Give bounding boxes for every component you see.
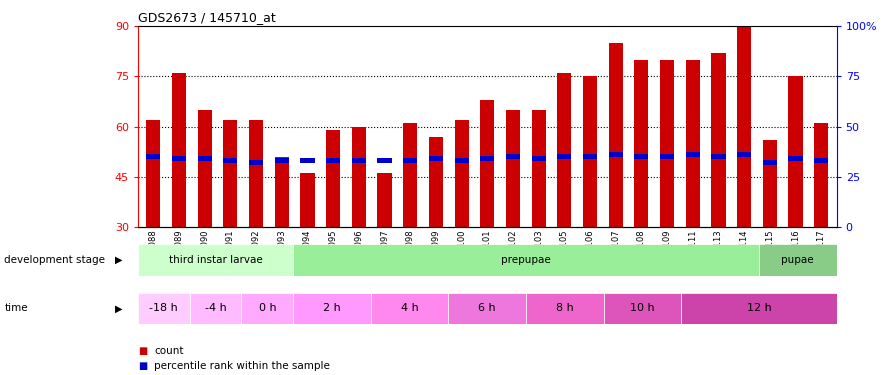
Bar: [138, 292, 190, 324]
Bar: [481, 156, 494, 161]
Bar: [635, 60, 649, 227]
Bar: [172, 73, 186, 227]
Text: GDS2673 / 145710_at: GDS2673 / 145710_at: [138, 11, 276, 24]
Bar: [352, 158, 366, 163]
Text: ■: ■: [138, 361, 147, 370]
Bar: [455, 158, 469, 163]
Bar: [763, 160, 777, 165]
Bar: [377, 158, 392, 163]
Bar: [275, 157, 289, 227]
Bar: [293, 292, 371, 324]
Bar: [609, 152, 623, 157]
Bar: [759, 244, 837, 276]
Bar: [660, 154, 674, 159]
Bar: [198, 110, 212, 227]
Text: count: count: [154, 346, 183, 355]
Bar: [377, 173, 392, 227]
Bar: [455, 120, 469, 227]
Bar: [146, 154, 160, 159]
Text: ▶: ▶: [115, 303, 122, 313]
Bar: [275, 158, 289, 163]
Text: 8 h: 8 h: [556, 303, 574, 313]
Bar: [249, 160, 263, 165]
Bar: [249, 120, 263, 227]
Bar: [138, 244, 293, 276]
Text: percentile rank within the sample: percentile rank within the sample: [154, 361, 330, 370]
Bar: [481, 100, 494, 227]
Bar: [737, 152, 751, 157]
Bar: [814, 123, 829, 227]
Bar: [685, 152, 700, 157]
Text: 0 h: 0 h: [258, 303, 276, 313]
Bar: [429, 136, 443, 227]
Bar: [789, 76, 803, 227]
Bar: [190, 292, 241, 324]
Bar: [526, 292, 603, 324]
Bar: [814, 158, 829, 163]
Bar: [301, 158, 314, 163]
Bar: [685, 60, 700, 227]
Bar: [241, 292, 293, 324]
Bar: [352, 127, 366, 227]
Bar: [737, 26, 751, 227]
Bar: [763, 140, 777, 227]
Bar: [326, 130, 340, 227]
Bar: [403, 123, 417, 227]
Bar: [583, 154, 597, 159]
Bar: [506, 110, 520, 227]
Bar: [326, 158, 340, 163]
Bar: [293, 244, 759, 276]
Text: third instar larvae: third instar larvae: [169, 255, 263, 265]
Text: time: time: [4, 303, 28, 313]
Bar: [583, 76, 597, 227]
Text: -18 h: -18 h: [150, 303, 178, 313]
Bar: [789, 156, 803, 161]
Bar: [449, 292, 526, 324]
Bar: [711, 53, 725, 227]
Bar: [146, 120, 160, 227]
Bar: [660, 60, 674, 227]
Bar: [557, 154, 571, 159]
Text: 4 h: 4 h: [400, 303, 418, 313]
Bar: [301, 173, 314, 227]
Bar: [223, 120, 238, 227]
Bar: [603, 292, 682, 324]
Text: ▶: ▶: [115, 255, 122, 265]
Bar: [557, 73, 571, 227]
Text: pupae: pupae: [781, 255, 814, 265]
Text: 12 h: 12 h: [747, 303, 772, 313]
Bar: [682, 292, 837, 324]
Bar: [223, 158, 238, 163]
Bar: [403, 158, 417, 163]
Bar: [371, 292, 449, 324]
Bar: [198, 156, 212, 161]
Bar: [635, 154, 649, 159]
Bar: [609, 43, 623, 227]
Bar: [531, 110, 546, 227]
Bar: [711, 154, 725, 159]
Text: -4 h: -4 h: [205, 303, 226, 313]
Bar: [172, 156, 186, 161]
Text: 6 h: 6 h: [479, 303, 496, 313]
Text: ■: ■: [138, 346, 147, 355]
Bar: [531, 156, 546, 161]
Bar: [506, 154, 520, 159]
Text: prepupae: prepupae: [501, 255, 551, 265]
Text: development stage: development stage: [4, 255, 105, 265]
Text: 2 h: 2 h: [323, 303, 341, 313]
Text: 10 h: 10 h: [630, 303, 655, 313]
Bar: [429, 156, 443, 161]
